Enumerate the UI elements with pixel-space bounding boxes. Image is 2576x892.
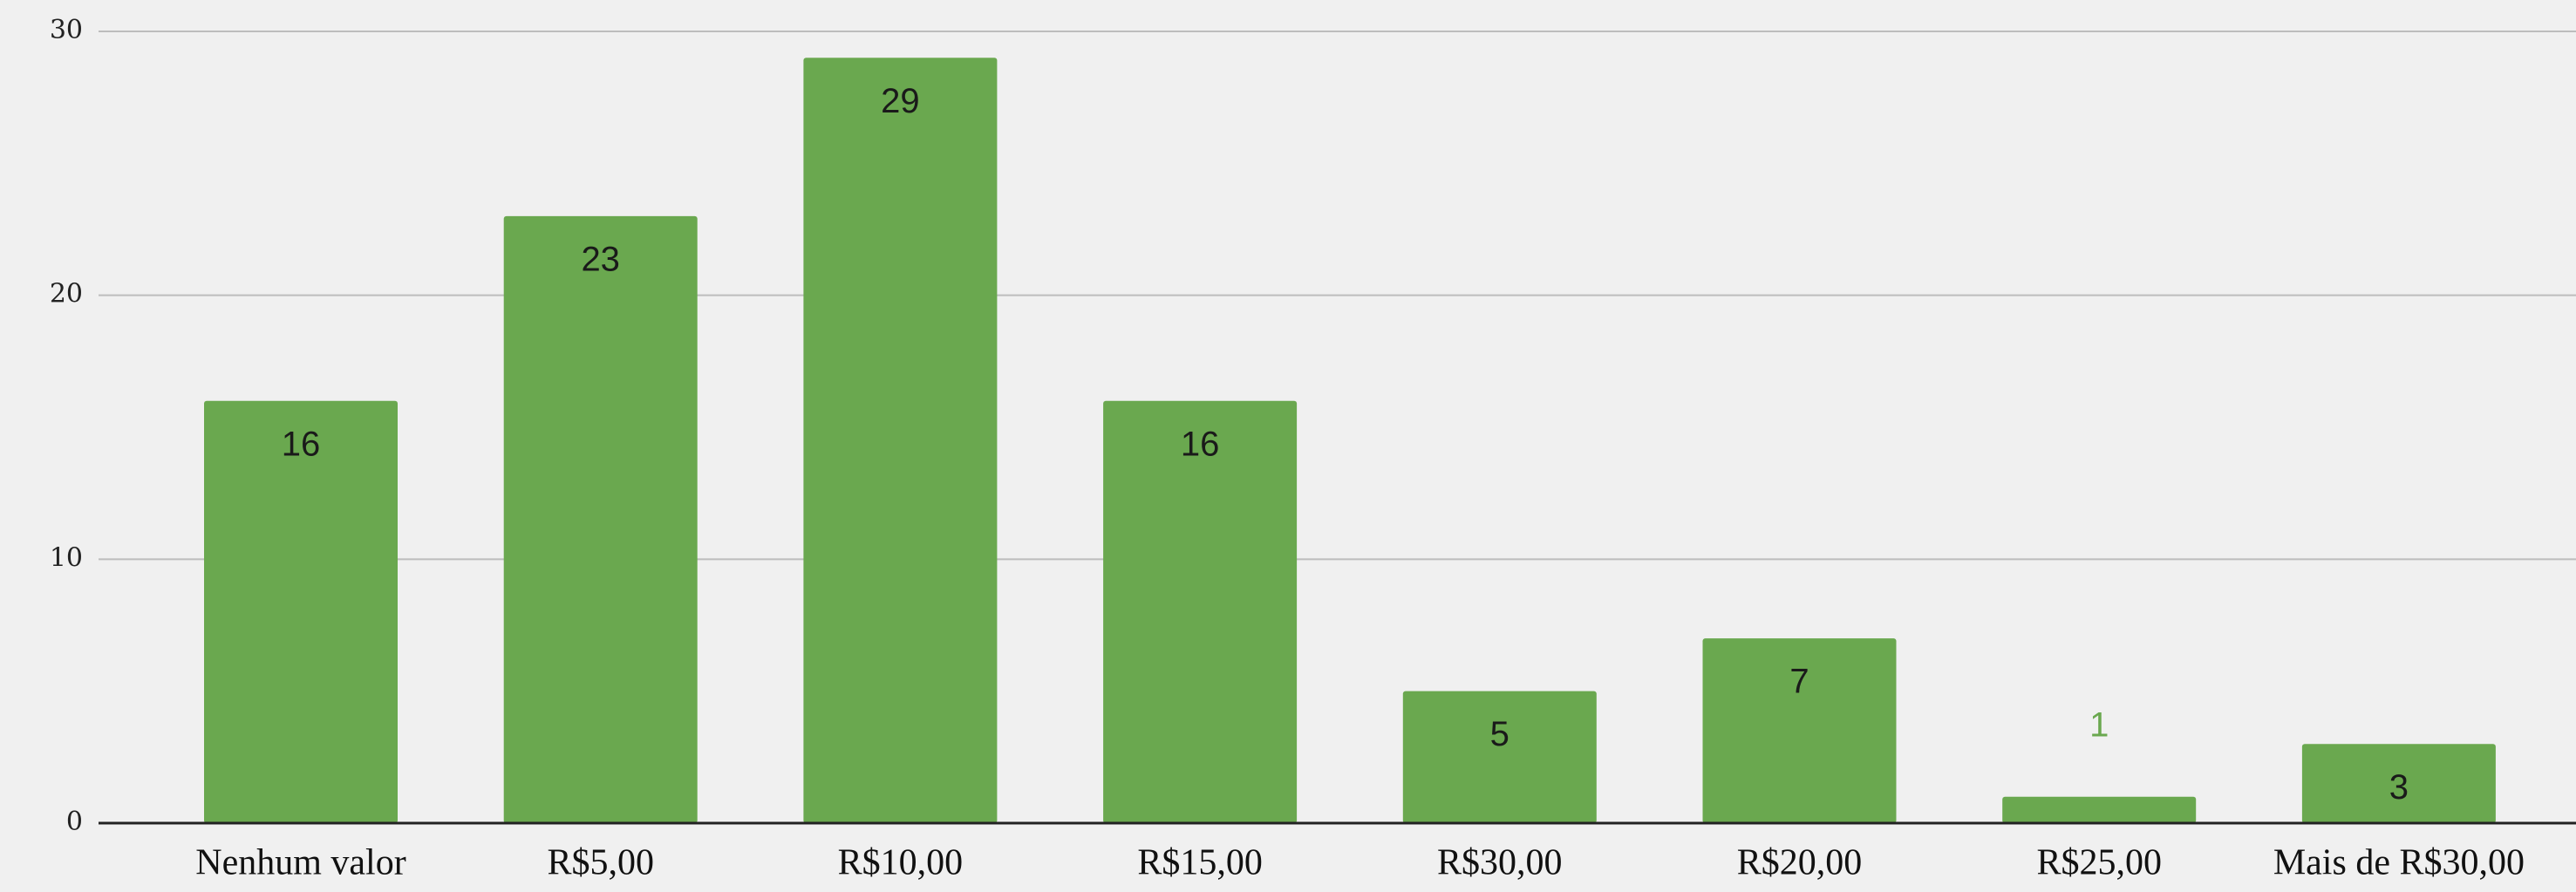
y-tick-label: 10 xyxy=(50,542,83,573)
x-tick-label: R$10,00 xyxy=(838,843,964,883)
x-tick-label: R$25,00 xyxy=(2036,843,2162,883)
data-label: 29 xyxy=(881,82,920,120)
bar xyxy=(1402,691,1597,823)
data-label: 7 xyxy=(1789,663,1809,701)
y-tick-label: 0 xyxy=(66,807,83,837)
x-tick-label: R$30,00 xyxy=(1437,843,1563,883)
x-tick-label: R$15,00 xyxy=(1137,843,1263,883)
x-tick-label: Nenhum valor xyxy=(195,843,405,883)
data-label: 23 xyxy=(581,240,620,278)
bar xyxy=(204,400,398,823)
data-label: 5 xyxy=(1490,715,1509,753)
y-tick-label: 20 xyxy=(50,279,83,310)
data-label: 1 xyxy=(2089,705,2109,744)
y-tick-label: 30 xyxy=(50,15,83,45)
bar xyxy=(803,58,998,824)
data-label: 3 xyxy=(2389,768,2409,807)
data-label: 16 xyxy=(1181,425,1220,463)
x-tick-label: Mais de R$30,00 xyxy=(2273,843,2525,883)
bar xyxy=(2301,744,2496,823)
data-label: 16 xyxy=(282,425,321,463)
x-tick-label: R$20,00 xyxy=(1737,843,1863,883)
bar xyxy=(503,215,698,823)
x-tick-label: R$5,00 xyxy=(547,843,654,883)
bar xyxy=(2002,796,2197,823)
bar xyxy=(1103,400,1298,823)
bar xyxy=(1702,638,1897,823)
